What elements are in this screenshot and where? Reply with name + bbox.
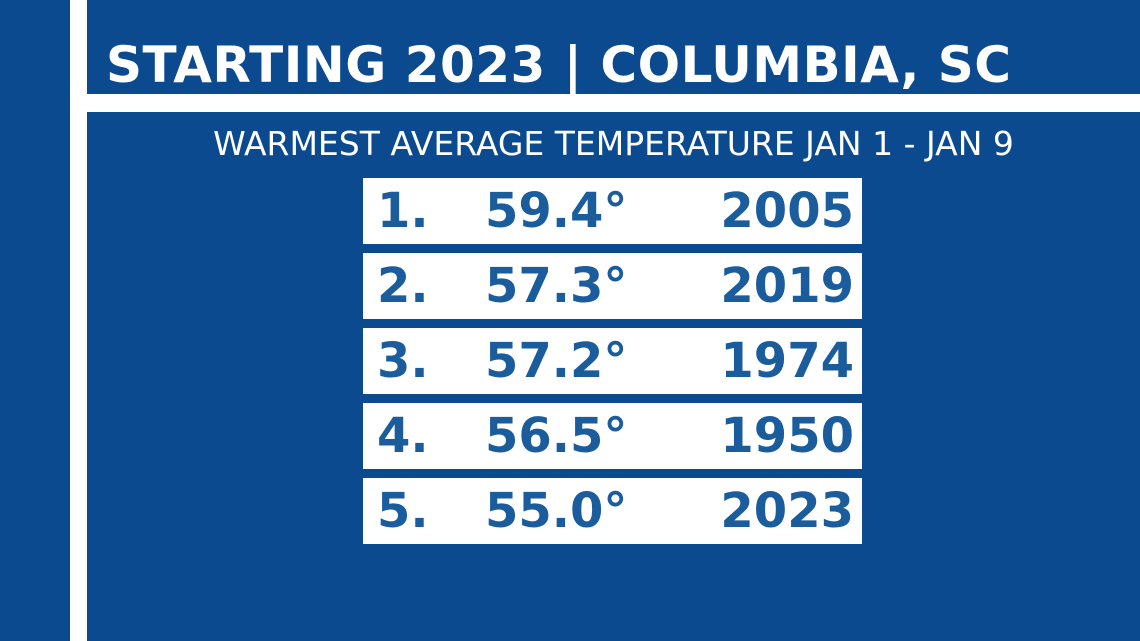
page-subtitle: WARMEST AVERAGE TEMPERATURE JAN 1 - JAN … — [213, 124, 1014, 163]
ranking-row: 3. 57.2° 1974 — [363, 328, 862, 394]
rank-number: 5. — [377, 483, 429, 539]
rank-number: 3. — [377, 333, 429, 389]
ranking-row: 5. 55.0° 2023 — [363, 478, 862, 544]
average-temperature: 59.4° — [485, 183, 628, 239]
average-temperature: 55.0° — [485, 483, 628, 539]
ranking-row: 2. 57.3° 2019 — [363, 253, 862, 319]
record-year: 2005 — [720, 183, 854, 239]
ranking-row: 4. 56.5° 1950 — [363, 403, 862, 469]
ranking-row: 1. 59.4° 2005 — [363, 178, 862, 244]
average-temperature: 56.5° — [485, 408, 628, 464]
left-accent-bar — [70, 0, 87, 641]
page-title: STARTING 2023 | COLUMBIA, SC — [106, 36, 1012, 94]
average-temperature: 57.3° — [485, 258, 628, 314]
average-temperature: 57.2° — [485, 333, 628, 389]
rank-number: 2. — [377, 258, 429, 314]
record-year: 1950 — [720, 408, 854, 464]
ranking-table: 1. 59.4° 2005 2. 57.3° 2019 3. 57.2° 197… — [363, 178, 862, 553]
rank-number: 1. — [377, 183, 429, 239]
record-year: 2023 — [720, 483, 854, 539]
rank-number: 4. — [377, 408, 429, 464]
record-year: 2019 — [720, 258, 854, 314]
record-year: 1974 — [720, 333, 854, 389]
header-divider-bar — [87, 94, 1140, 112]
